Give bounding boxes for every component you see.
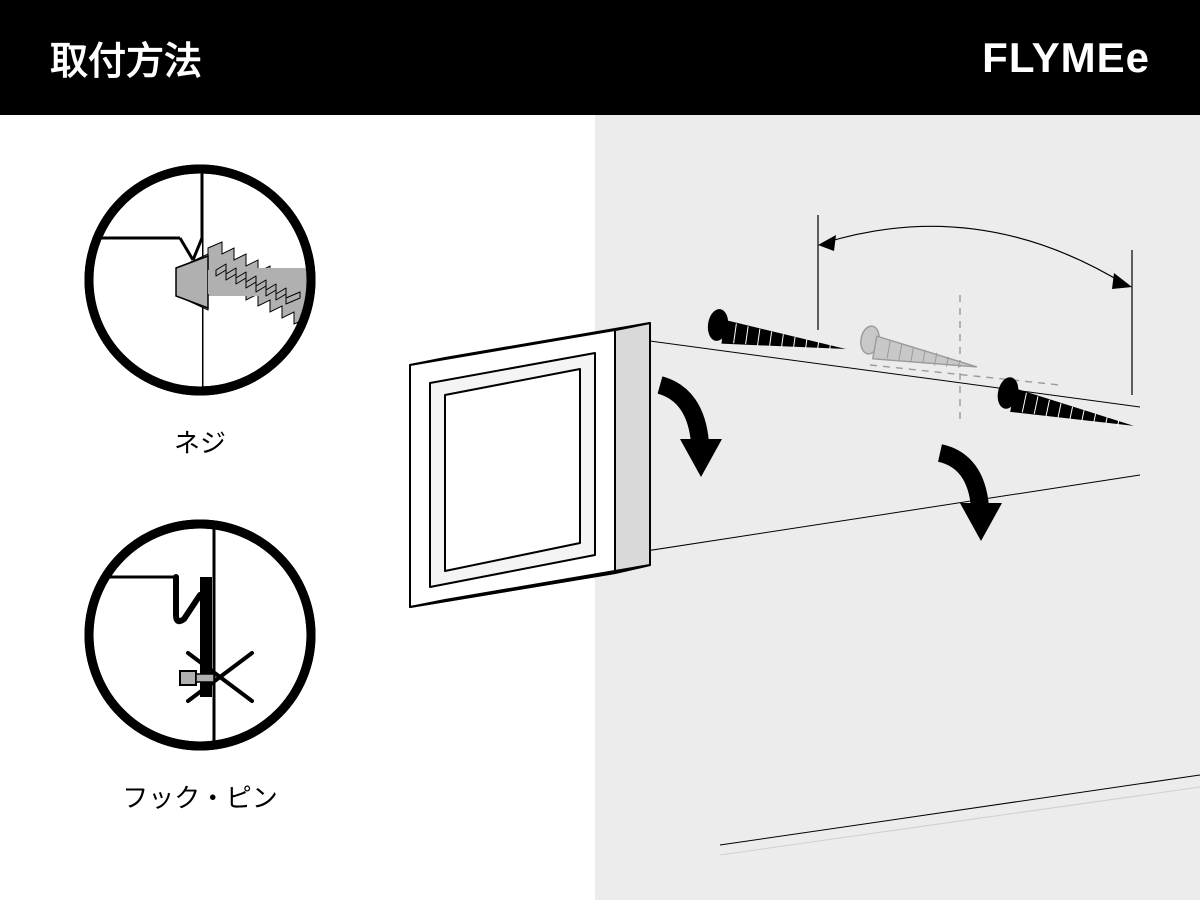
hook-label: フック・ピン <box>60 778 340 815</box>
brand-logo: FLYMEe <box>982 34 1150 82</box>
content-area: ネジ <box>0 115 1200 900</box>
right-screw <box>994 375 1138 437</box>
floor-line <box>720 775 1200 845</box>
screw-icon-block: ネジ <box>60 160 340 460</box>
left-screw <box>706 308 849 361</box>
screw-label: ネジ <box>60 423 340 460</box>
screw-icon <box>80 160 320 400</box>
hook-pin-icon <box>80 515 320 755</box>
icon-column: ネジ <box>60 160 340 870</box>
dimension-line <box>818 215 1132 395</box>
left-arrow <box>660 385 722 477</box>
hook-icon-block: フック・ピン <box>60 515 340 815</box>
page-title: 取付方法 <box>50 30 202 85</box>
floor-line-2 <box>720 787 1200 855</box>
frame <box>410 323 650 607</box>
mounting-diagram <box>400 155 1200 855</box>
header: 取付方法 FLYMEe <box>0 0 1200 115</box>
right-arrow <box>940 453 1002 541</box>
